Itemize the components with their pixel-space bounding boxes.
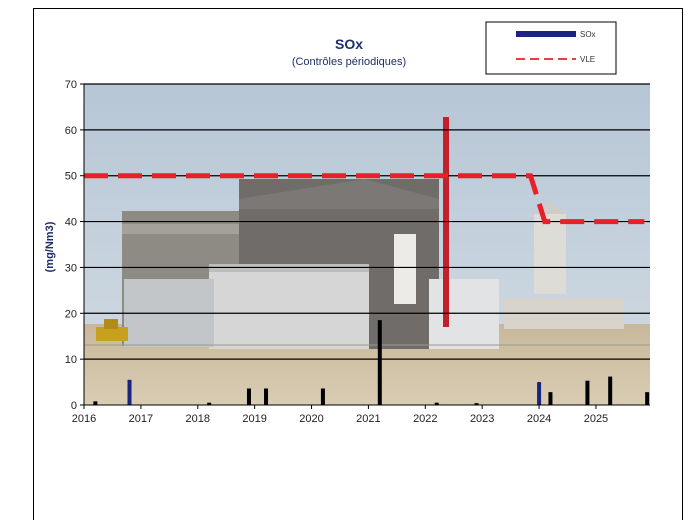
y-axis-ticks: 0 10 20 30 40 50 60 70: [65, 79, 84, 412]
bar-1-5: [377, 320, 382, 405]
bar-1-11: [645, 392, 650, 405]
chart-subtitle: (Contrôles périodiques): [292, 56, 406, 68]
x-tick-label-2024: 2024: [527, 413, 551, 425]
bar-1-4: [320, 388, 325, 405]
bar-1-8: [548, 392, 553, 405]
bar-1-6: [434, 402, 439, 405]
bar-1-2: [246, 388, 251, 405]
bar-0-1: [537, 382, 542, 405]
y-axis-label: (mg/Nm3): [44, 221, 56, 272]
bar-1-9: [585, 380, 590, 405]
plant-photo-background: [84, 84, 650, 405]
bar-0-0: [127, 379, 132, 405]
y-tick-label-10: 10: [65, 354, 77, 366]
vle-line-series: [84, 173, 645, 225]
x-axis-ticks: 2016 2017 2018 2019 2020 2021 2022 2023 2024 2025: [72, 405, 608, 425]
y-tick-label-70: 70: [65, 79, 77, 91]
legend-box: [485, 21, 617, 75]
vle-line: [84, 173, 645, 225]
bar-1-0: [93, 401, 98, 405]
x-tick-label-2017: 2017: [129, 413, 153, 425]
legend: SOx VLE: [485, 21, 617, 75]
bar-1-3: [264, 388, 269, 405]
x-tick-label-2018: 2018: [186, 413, 210, 425]
y-tick-label-0: 0: [71, 400, 77, 412]
y-tick-label-20: 20: [65, 308, 77, 320]
x-tick-label-2016: 2016: [72, 413, 96, 425]
y-tick-label-40: 40: [65, 217, 77, 229]
bar-1-1: [207, 402, 212, 405]
chart-title: SOx: [335, 36, 363, 52]
y-tick-label-60: 60: [65, 125, 77, 137]
x-tick-label-2021: 2021: [356, 413, 380, 425]
x-tick-label-2022: 2022: [413, 413, 437, 425]
bar-series: [93, 320, 650, 405]
x-tick-label-2019: 2019: [242, 413, 266, 425]
y-tick-label-30: 30: [65, 262, 77, 274]
y-tick-label-50: 50: [65, 171, 77, 183]
legend-label-sox: SOx: [580, 30, 596, 39]
x-tick-label-2023: 2023: [470, 413, 494, 425]
bar-1-10: [608, 376, 613, 405]
legend-swatch-sox: [516, 31, 576, 37]
chart-frame: 0 10 20 30 40 50 60 70 2016 2017 2018 2019 2020 2021…: [33, 8, 683, 520]
bar-1-7: [474, 403, 479, 405]
x-tick-label-2025: 2025: [584, 413, 608, 425]
grid-lines: [84, 83, 650, 360]
x-tick-label-2020: 2020: [299, 413, 323, 425]
legend-label-vle: VLE: [580, 55, 595, 64]
chart-svg: 0 10 20 30 40 50 60 70 2016 2017 2018 2019 2020 2021…: [44, 21, 650, 425]
